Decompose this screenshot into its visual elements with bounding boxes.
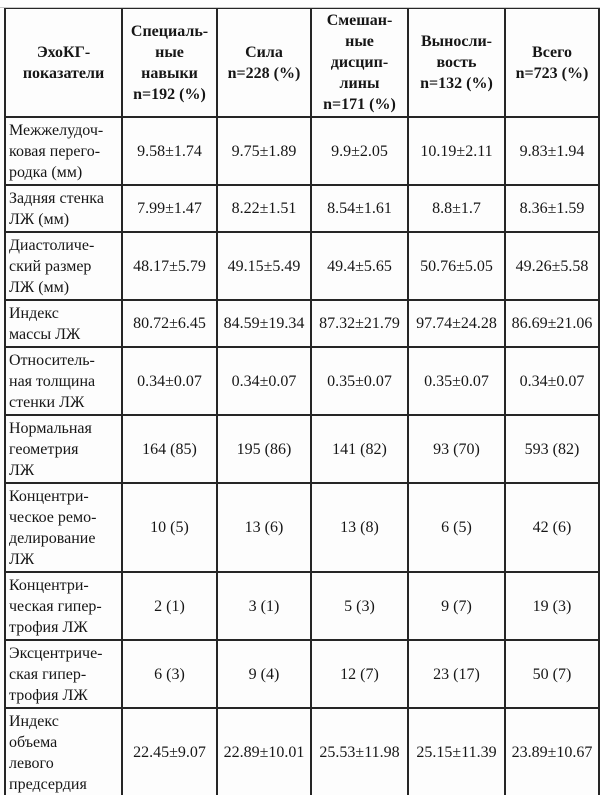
table-row: Межжелудоч- ковая перего- родка (мм) 9.58… bbox=[4, 116, 600, 186]
table-row: Диастоличе- ский размер ЛЖ (мм) 48.17±5.7… bbox=[4, 231, 600, 301]
table-row: Эксцентриче- ская гипер- трофия ЛЖ 6 (3) 9… bbox=[4, 639, 600, 709]
table-row: Концентри- ческая гипер- трофия ЛЖ 2 (1) 3… bbox=[4, 571, 600, 641]
table-row: Нормальная геометрия ЛЖ 164 (85) 195 (86) 1… bbox=[4, 414, 600, 484]
value-cell: 9 (7) bbox=[407, 571, 506, 641]
value-cell: 8.8±1.7 bbox=[407, 184, 506, 233]
value-cell: 0.35±0.07 bbox=[310, 346, 409, 416]
value-cell: 9.83±1.94 bbox=[504, 116, 600, 186]
value-cell: 50 (7) bbox=[504, 639, 600, 709]
value-cell: 0.34±0.07 bbox=[504, 346, 600, 416]
row-label: Задняя стенка ЛЖ (мм) bbox=[4, 184, 123, 233]
row-label: Межжелудоч- ковая перего- родка (мм) bbox=[4, 116, 123, 186]
row-label: Эксцентриче- ская гипер- трофия ЛЖ bbox=[4, 639, 123, 709]
value-cell: 22.89±10.01 bbox=[216, 707, 312, 795]
value-cell: 164 (85) bbox=[121, 414, 218, 484]
value-cell: 42 (6) bbox=[504, 482, 600, 573]
value-cell: 13 (8) bbox=[310, 482, 409, 573]
value-cell: 49.15±5.49 bbox=[216, 231, 312, 301]
table-row: Задняя стенка ЛЖ (мм) 7.99±1.47 8.22±1.51 8… bbox=[4, 184, 600, 233]
row-label: Нормальная геометрия ЛЖ bbox=[4, 414, 123, 484]
value-cell: 97.74±24.28 bbox=[407, 299, 506, 348]
value-cell: 0.34±0.07 bbox=[216, 346, 312, 416]
value-cell: 84.59±19.34 bbox=[216, 299, 312, 348]
column-header-strength: Сила n=228 (%) bbox=[216, 7, 312, 118]
value-cell: 0.35±0.07 bbox=[407, 346, 506, 416]
value-cell: 50.76±5.05 bbox=[407, 231, 506, 301]
column-header-indicators: ЭхоКГ- показатели bbox=[4, 7, 123, 118]
value-cell: 10.19±2.11 bbox=[407, 116, 506, 186]
value-cell: 6 (3) bbox=[121, 639, 218, 709]
value-cell: 195 (86) bbox=[216, 414, 312, 484]
value-cell: 9.58±1.74 bbox=[121, 116, 218, 186]
table-row: Индекс массы ЛЖ 80.72±6.45 84.59±19.34 87.3… bbox=[4, 299, 600, 348]
value-cell: 141 (82) bbox=[310, 414, 409, 484]
value-cell: 23.89±10.67 bbox=[504, 707, 600, 795]
value-cell: 8.36±1.59 bbox=[504, 184, 600, 233]
row-label: Концентри- ческая гипер- трофия ЛЖ bbox=[4, 571, 123, 641]
row-label: Диастоличе- ский размер ЛЖ (мм) bbox=[4, 231, 123, 301]
value-cell: 23 (17) bbox=[407, 639, 506, 709]
value-cell: 5 (3) bbox=[310, 571, 409, 641]
value-cell: 6 (5) bbox=[407, 482, 506, 573]
value-cell: 48.17±5.79 bbox=[121, 231, 218, 301]
value-cell: 22.45±9.07 bbox=[121, 707, 218, 795]
value-cell: 9 (4) bbox=[216, 639, 312, 709]
column-header-special-skills: Специаль- ные навыки n=192 (%) bbox=[121, 7, 218, 118]
column-header-endurance: Выносли- вость n=132 (%) bbox=[407, 7, 506, 118]
value-cell: 3 (1) bbox=[216, 571, 312, 641]
row-label: Относитель- ная толщина стенки ЛЖ bbox=[4, 346, 123, 416]
value-cell: 49.26±5.58 bbox=[504, 231, 600, 301]
value-cell: 2 (1) bbox=[121, 571, 218, 641]
value-cell: 8.54±1.61 bbox=[310, 184, 409, 233]
echo-indicators-table: ЭхоКГ- показатели Специаль- ные навыки n… bbox=[4, 7, 600, 795]
value-cell: 49.4±5.65 bbox=[310, 231, 409, 301]
value-cell: 593 (82) bbox=[504, 414, 600, 484]
value-cell: 9.9±2.05 bbox=[310, 116, 409, 186]
value-cell: 13 (6) bbox=[216, 482, 312, 573]
value-cell: 25.53±11.98 bbox=[310, 707, 409, 795]
value-cell: 87.32±21.79 bbox=[310, 299, 409, 348]
value-cell: 80.72±6.45 bbox=[121, 299, 218, 348]
value-cell: 0.34±0.07 bbox=[121, 346, 218, 416]
value-cell: 25.15±11.39 bbox=[407, 707, 506, 795]
table-row: Концентри- ческое ремо- делирование ЛЖ 10… bbox=[4, 482, 600, 573]
column-header-mixed: Смешан- ные дисцип- лины n=171 (%) bbox=[310, 7, 409, 118]
table-row: Индекс объема левого предсердия 22.45±9.0… bbox=[4, 707, 600, 795]
value-cell: 19 (3) bbox=[504, 571, 600, 641]
value-cell: 86.69±21.06 bbox=[504, 299, 600, 348]
row-label: Индекс массы ЛЖ bbox=[4, 299, 123, 348]
row-label: Концентри- ческое ремо- делирование ЛЖ bbox=[4, 482, 123, 573]
page-top-rule bbox=[0, 7, 600, 8]
value-cell: 12 (7) bbox=[310, 639, 409, 709]
row-label: Индекс объема левого предсердия bbox=[4, 707, 123, 795]
value-cell: 9.75±1.89 bbox=[216, 116, 312, 186]
value-cell: 93 (70) bbox=[407, 414, 506, 484]
value-cell: 7.99±1.47 bbox=[121, 184, 218, 233]
value-cell: 8.22±1.51 bbox=[216, 184, 312, 233]
column-header-total: Всего n=723 (%) bbox=[504, 7, 600, 118]
table-row: Относитель- ная толщина стенки ЛЖ 0.34±0.… bbox=[4, 346, 600, 416]
value-cell: 10 (5) bbox=[121, 482, 218, 573]
page: ЭхоКГ- показатели Специаль- ные навыки n… bbox=[0, 7, 600, 795]
table-body: Межжелудоч- ковая перего- родка (мм) 9.58… bbox=[4, 116, 600, 795]
header-row: ЭхоКГ- показатели Специаль- ные навыки n… bbox=[4, 7, 600, 118]
